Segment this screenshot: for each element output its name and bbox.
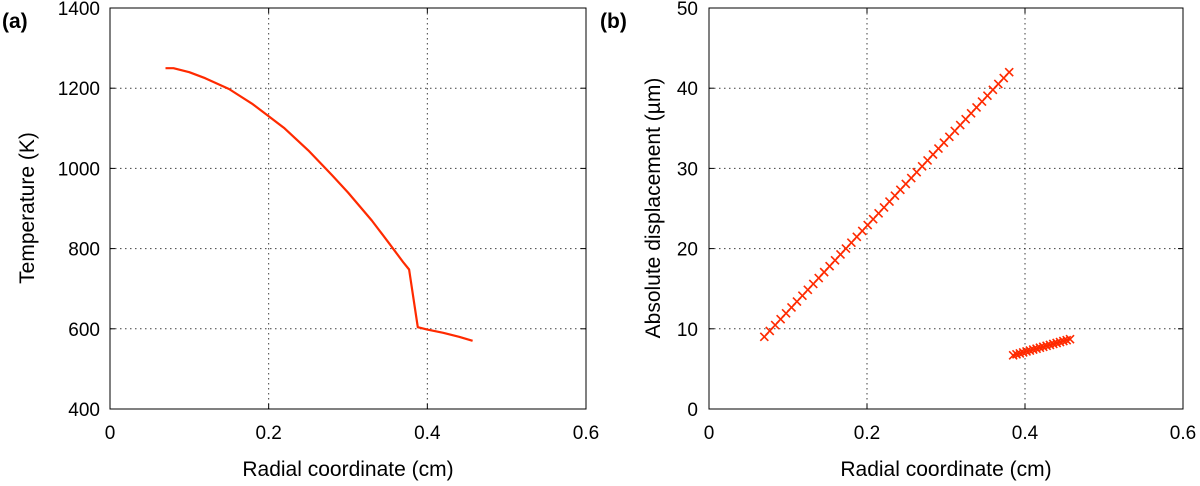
panel-b-xtick-label: 0.2 — [854, 423, 880, 444]
panel-b-series-1-trace — [1012, 338, 1071, 356]
panel-a-ytick-label: 1200 — [58, 79, 100, 100]
panel-a-xtick-label: 0.2 — [255, 423, 281, 444]
panel-b-axes-frame — [708, 7, 1184, 410]
panel-a-ytick-label: 800 — [68, 240, 100, 261]
panel-a-xtick-label: 0 — [105, 423, 116, 444]
panel-a-y-axis-label: Temperature (K) — [16, 132, 39, 284]
panel-b-xtick-label: 0.6 — [1170, 423, 1196, 444]
panel-b-ytick-label: 50 — [677, 0, 698, 20]
panel-a-x-axis-label: Radial coordinate (cm) — [242, 458, 453, 481]
chart-panel-a: 0 0.2 0.4 0.6 400 600 800 1000 1200 1400 Radial co… — [2, 0, 599, 481]
panel-a-axes-frame — [109, 7, 587, 410]
panel-b-xtick-label: 0 — [704, 423, 715, 444]
panel-b-label: (b) — [600, 10, 627, 33]
panel-a-ytick-label: 1400 — [58, 0, 100, 20]
panel-b-ytick-label: 30 — [677, 159, 698, 180]
panel-b-y-axis-label: Absolute displacement (µm) — [642, 78, 665, 339]
panel-a-xtick-label: 0.6 — [573, 423, 599, 444]
panel-a-series-line-0 — [165, 67, 473, 342]
panel-a-xtick-label: 0.4 — [414, 423, 441, 444]
panel-b-ytick-label: 40 — [677, 79, 698, 100]
chart-panel-b: 0 0.2 0.4 0.6 0 10 20 30 40 50 Radial coordinate (… — [600, 0, 1196, 481]
panel-a-ytick-label: 1000 — [58, 159, 100, 180]
panel-b-ytick-label: 20 — [677, 240, 698, 261]
panel-b-ytick-label: 0 — [687, 400, 698, 421]
panel-a-label: (a) — [2, 10, 28, 33]
panel-b-ytick-label: 10 — [677, 320, 698, 341]
panel-b-xtick-label: 0.4 — [1012, 423, 1039, 444]
panel-b-series-0-trace — [763, 71, 1010, 338]
panel-b-x-axis-label: Radial coordinate (cm) — [840, 458, 1051, 481]
panel-a-ytick-label: 600 — [68, 320, 100, 341]
panel-a-ytick-label: 400 — [68, 400, 100, 421]
